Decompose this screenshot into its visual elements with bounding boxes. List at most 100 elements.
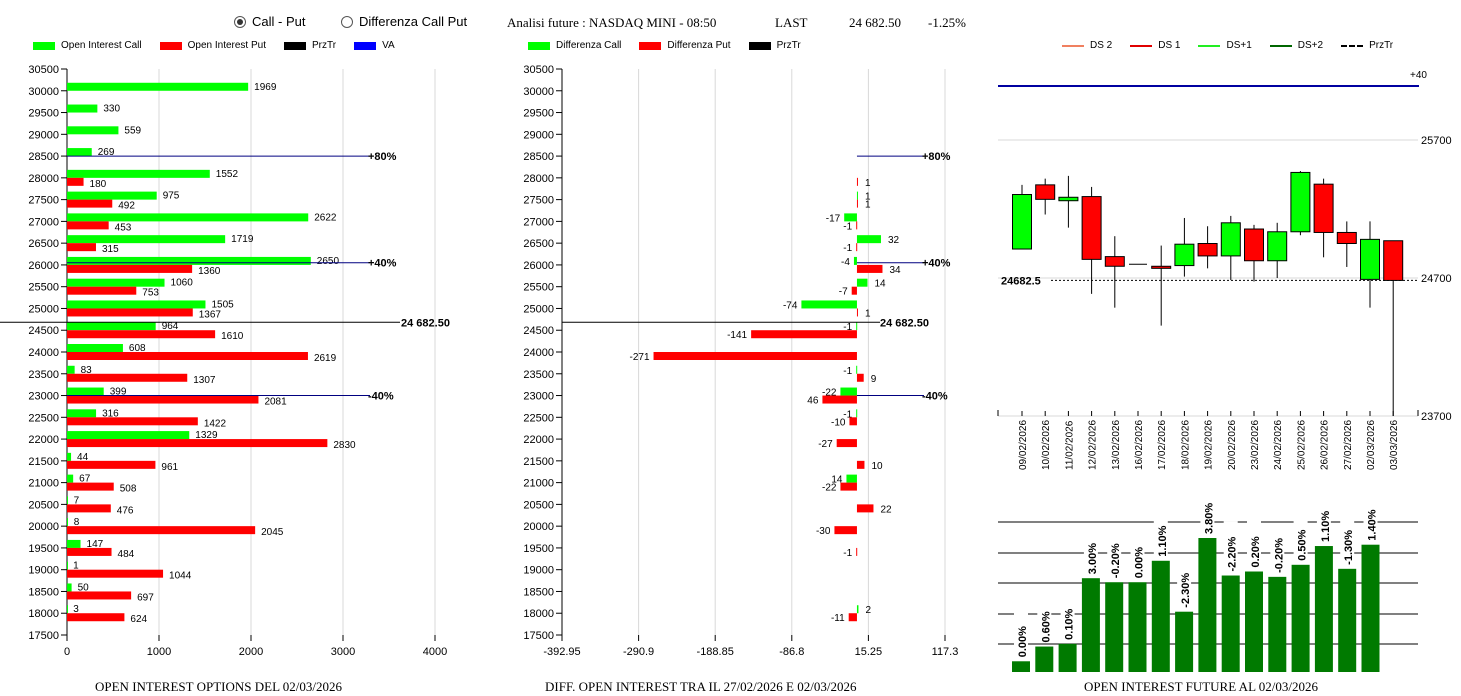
- radio-differenza-button[interactable]: [341, 15, 353, 28]
- put-bar: [67, 352, 308, 360]
- x-tick-label: 0: [64, 646, 70, 658]
- x-tick-label: 27/02/2026: [1343, 420, 1354, 470]
- radio-call-put-button[interactable]: [234, 15, 246, 28]
- call-value-label: 1505: [211, 299, 234, 310]
- y-tick-label: 21500: [523, 456, 554, 468]
- diff-call-bar: [846, 474, 857, 483]
- radio-differenza[interactable]: Differenza Call Put: [341, 14, 467, 29]
- diff-call-bar-label: 14: [874, 279, 886, 290]
- future-oi-label-bg: [1340, 514, 1355, 565]
- y-tick-label: 23500: [523, 369, 554, 381]
- x-tick-label: 09/02/2026: [1018, 420, 1029, 470]
- x-tick-label: 17/02/2026: [1157, 420, 1168, 470]
- diff-call-bar-label: -1: [843, 409, 852, 420]
- caption-future: OPEN INTEREST FUTURE AL 02/03/2026: [1084, 679, 1319, 694]
- radio-differenza-label: Differenza Call Put: [359, 14, 468, 29]
- put-value-label: 1044: [169, 571, 192, 582]
- va-line-label: +80%: [368, 151, 397, 163]
- diff-call-bar-label: -4: [841, 257, 850, 268]
- put-bar: [67, 221, 109, 230]
- diff-put-bar: [856, 373, 864, 382]
- y-tick-label: 27000: [523, 216, 554, 228]
- x-tick-label: 117.3: [932, 646, 959, 658]
- put-bar: [67, 373, 188, 382]
- przTr-line-label: 24 682.50: [880, 317, 929, 329]
- y-tick-label: 27500: [28, 195, 59, 207]
- call-value-label: 608: [129, 343, 146, 354]
- call-bar: [67, 518, 68, 527]
- call-bar: [67, 561, 68, 570]
- x-tick-label: 11/02/2026: [1064, 420, 1075, 470]
- future-oi-bar: [1105, 582, 1124, 672]
- y-tick-label: 18000: [523, 608, 554, 620]
- put-value-label: 315: [102, 244, 119, 255]
- future-oi-bar: [1221, 575, 1240, 672]
- call-value-label: 1329: [195, 430, 218, 441]
- candle-up: [1058, 196, 1079, 202]
- call-bar: [67, 431, 190, 440]
- diff-call-bar: [856, 409, 858, 418]
- future-oi-label: -0.20%: [1273, 538, 1285, 573]
- diff-put-bar-label: -1: [843, 221, 852, 232]
- header-title: Analisi future : NASDAQ MINI - 08:50: [507, 15, 717, 30]
- candle-up: [1012, 194, 1032, 250]
- y-tick-label: 20500: [28, 499, 59, 511]
- y-tick-label: 18500: [28, 586, 59, 598]
- y-tick-label: 19500: [28, 543, 59, 555]
- diff-put-bar: [849, 417, 857, 426]
- y-tick-label: 26000: [28, 260, 59, 272]
- legend-swatch-put: [159, 41, 182, 50]
- put-bar: [67, 504, 111, 513]
- call-bar: [67, 235, 226, 244]
- put-value-label: 453: [115, 222, 132, 233]
- legend-candles: DS 2 DS 1 DS+1 DS+2 PrzTr: [1062, 40, 1411, 51]
- future-oi-label-bg: [1316, 492, 1331, 543]
- candle-up: [1360, 238, 1380, 280]
- y-tick-label: 29500: [28, 108, 59, 120]
- candle-up: [1267, 231, 1288, 262]
- x-tick-label: -290.9: [623, 646, 654, 658]
- future-oi-label: 0.60%: [1040, 611, 1052, 642]
- call-value-label: 67: [79, 474, 91, 485]
- diff-call-bar-label: -1: [843, 366, 852, 377]
- diff-put-bar: [856, 243, 858, 252]
- put-value-label: 753: [142, 288, 159, 299]
- y-tick-label: 22000: [28, 434, 59, 446]
- diff-put-bar-label: 10: [871, 461, 883, 472]
- y-tick-label: 24500: [523, 325, 554, 337]
- diff-put-bar-label: -30: [816, 526, 831, 537]
- y-tick-label: 21000: [28, 478, 59, 490]
- future-oi-bar: [1175, 611, 1194, 672]
- call-value-label: 559: [124, 125, 141, 136]
- call-value-label: 3: [73, 604, 79, 615]
- call-bar: [67, 365, 75, 374]
- future-oi-bar: [1314, 546, 1333, 672]
- future-oi-label: 3.80%: [1203, 503, 1215, 534]
- radio-call-put[interactable]: Call - Put: [234, 14, 305, 29]
- call-value-label: 7: [74, 495, 80, 506]
- legend-item-call: Open Interest Call: [33, 40, 142, 51]
- put-bar: [67, 199, 113, 208]
- diff-put-bar-label: -271: [630, 352, 650, 363]
- future-oi-label: 0.00%: [1017, 626, 1029, 657]
- y-tick-label: 23000: [523, 391, 554, 403]
- future-oi-label: 1.10%: [1157, 525, 1169, 556]
- put-value-label: 180: [90, 179, 107, 190]
- y-tick-label: 22500: [523, 412, 554, 424]
- put-value-label: 1360: [198, 266, 221, 277]
- put-bar: [67, 243, 96, 252]
- diff-call-bar: [856, 278, 868, 287]
- put-value-label: 1307: [193, 375, 216, 386]
- call-value-label: 2650: [317, 256, 340, 267]
- diff-put-bar: [856, 504, 874, 513]
- future-oi-label-bg: [1363, 490, 1378, 541]
- y-tick-label: 21000: [523, 478, 554, 490]
- y-tick-label: 21500: [28, 456, 59, 468]
- last-value: 24 682.50: [849, 15, 901, 30]
- diff-put-bar-label: 1: [865, 178, 871, 189]
- legend-item-dsp1: DS+1: [1198, 40, 1252, 51]
- diff-call-bar: [844, 213, 857, 222]
- future-oi-label-bg: [1037, 592, 1052, 643]
- x-tick-label: 25/02/2026: [1296, 420, 1307, 470]
- y-tick-label: 27500: [523, 195, 554, 207]
